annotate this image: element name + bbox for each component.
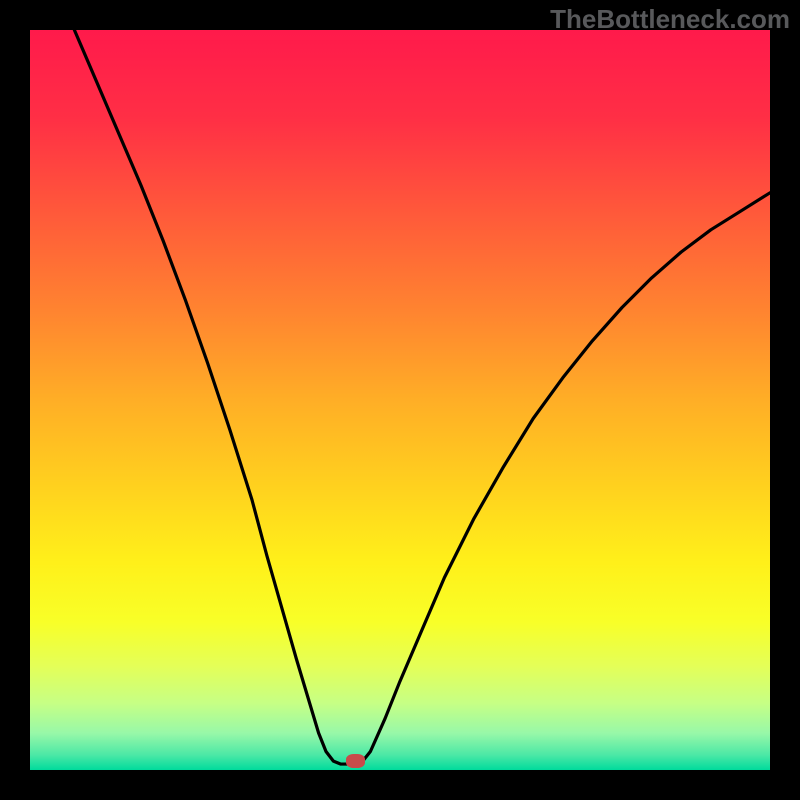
- chart-container: TheBottleneck.com: [0, 0, 800, 800]
- bottleneck-curve: [30, 30, 770, 770]
- optimum-marker: [346, 754, 365, 767]
- watermark-text: TheBottleneck.com: [550, 4, 790, 35]
- plot-area: [30, 30, 770, 770]
